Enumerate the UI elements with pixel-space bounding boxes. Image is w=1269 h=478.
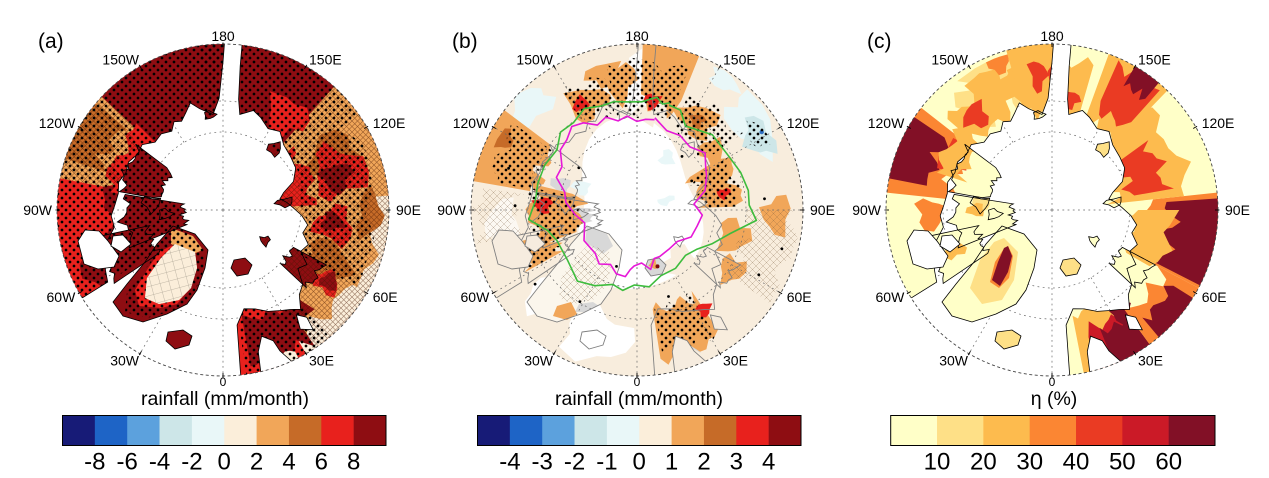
svg-text:30W: 30W <box>524 353 554 369</box>
svg-text:rainfall (mm/month): rainfall (mm/month) <box>141 388 309 410</box>
svg-text:30E: 30E <box>309 353 334 369</box>
svg-text:180: 180 <box>625 28 649 44</box>
svg-text:30W: 30W <box>939 353 969 369</box>
svg-text:60W: 60W <box>47 289 77 305</box>
svg-text:180: 180 <box>211 28 235 44</box>
svg-text:(a): (a) <box>38 30 64 53</box>
svg-text:90W: 90W <box>23 202 53 218</box>
svg-text:0: 0 <box>1049 375 1056 389</box>
svg-text:-6: -6 <box>117 449 138 476</box>
svg-text:150E: 150E <box>723 51 756 67</box>
svg-text:120E: 120E <box>373 115 406 131</box>
svg-text:-3: -3 <box>532 449 553 476</box>
svg-text:90W: 90W <box>437 202 467 218</box>
svg-text:3: 3 <box>730 449 743 476</box>
svg-text:-4: -4 <box>149 449 170 476</box>
svg-text:120W: 120W <box>453 115 490 131</box>
svg-text:2: 2 <box>250 449 263 476</box>
svg-text:60W: 60W <box>876 289 906 305</box>
svg-text:30: 30 <box>1016 449 1043 476</box>
svg-text:150E: 150E <box>1138 51 1171 67</box>
svg-text:60E: 60E <box>1202 289 1227 305</box>
svg-text:60E: 60E <box>373 289 398 305</box>
svg-text:180: 180 <box>1040 28 1064 44</box>
svg-text:0: 0 <box>633 449 646 476</box>
svg-text:150W: 150W <box>931 51 968 67</box>
svg-text:60W: 60W <box>461 289 491 305</box>
svg-text:90E: 90E <box>810 202 835 218</box>
svg-text:30W: 30W <box>110 353 140 369</box>
svg-text:30E: 30E <box>1138 353 1163 369</box>
svg-text:150E: 150E <box>309 51 342 67</box>
svg-text:6: 6 <box>315 449 328 476</box>
svg-text:120E: 120E <box>1202 115 1235 131</box>
svg-text:8: 8 <box>347 449 360 476</box>
svg-text:90E: 90E <box>396 202 421 218</box>
svg-text:(c): (c) <box>867 30 892 53</box>
svg-text:1: 1 <box>665 449 678 476</box>
svg-text:120W: 120W <box>39 115 76 131</box>
svg-text:4: 4 <box>762 449 775 476</box>
svg-text:40: 40 <box>1063 449 1090 476</box>
svg-text:-2: -2 <box>181 449 202 476</box>
svg-text:150W: 150W <box>516 51 553 67</box>
svg-text:30E: 30E <box>723 353 748 369</box>
svg-text:90W: 90W <box>852 202 882 218</box>
svg-text:60E: 60E <box>787 289 812 305</box>
svg-text:2: 2 <box>697 449 710 476</box>
svg-text:-4: -4 <box>499 449 520 476</box>
svg-text:η (%): η (%) <box>1031 388 1078 410</box>
svg-text:-2: -2 <box>564 449 585 476</box>
svg-text:0: 0 <box>218 449 231 476</box>
svg-text:rainfall (mm/month): rainfall (mm/month) <box>555 388 723 410</box>
svg-text:10: 10 <box>924 449 951 476</box>
svg-text:150W: 150W <box>102 51 139 67</box>
svg-text:0: 0 <box>634 375 641 389</box>
svg-text:-1: -1 <box>596 449 617 476</box>
svg-text:-8: -8 <box>84 449 105 476</box>
svg-text:4: 4 <box>282 449 295 476</box>
svg-text:90E: 90E <box>1225 202 1250 218</box>
svg-text:120E: 120E <box>787 115 820 131</box>
svg-text:20: 20 <box>970 449 997 476</box>
svg-text:50: 50 <box>1109 449 1136 476</box>
svg-text:0: 0 <box>220 375 227 389</box>
svg-text:120W: 120W <box>868 115 905 131</box>
svg-text:60: 60 <box>1155 449 1182 476</box>
svg-text:(b): (b) <box>452 30 478 53</box>
